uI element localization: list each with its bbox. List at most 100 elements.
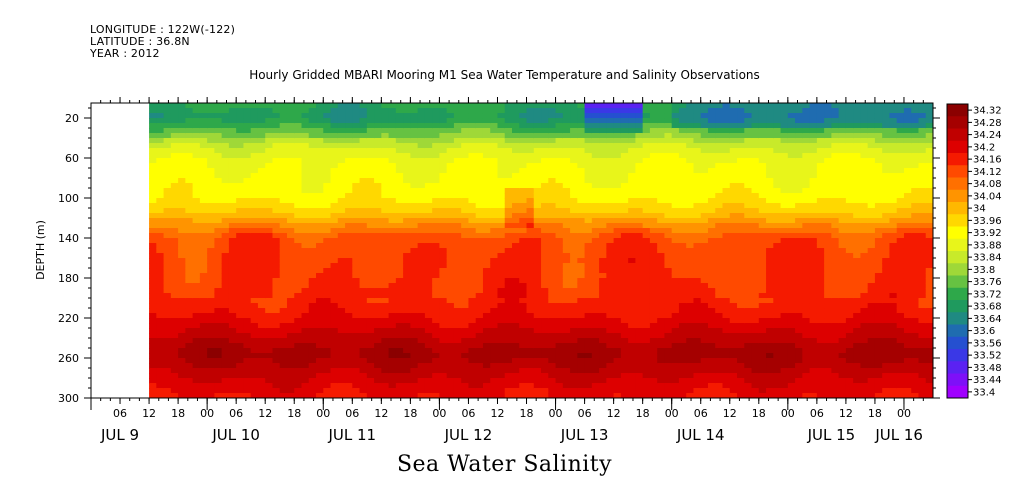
heatmap-cell [228,348,237,354]
heatmap-cell [279,128,288,134]
heatmap-cell [410,308,419,314]
heatmap-cell [570,183,578,189]
heatmap-cell [729,243,738,249]
heatmap-cell [606,383,615,389]
heatmap-cell [744,333,753,339]
heatmap-cell [700,113,709,119]
heatmap-cell [424,223,433,229]
heatmap-cell [265,268,274,274]
heatmap-cell [352,193,361,199]
heatmap-cell [374,343,382,349]
heatmap-cell [628,193,636,199]
heatmap-cell [584,213,593,219]
heatmap-cell [635,283,644,289]
heatmap-cell [272,118,281,124]
heatmap-cell [482,338,491,344]
heatmap-cell [337,338,346,344]
heatmap-cell [707,363,716,369]
heatmap-cell [686,153,695,159]
heatmap-cell [729,178,738,184]
heatmap-cell [366,258,375,264]
heatmap-cell [555,348,564,354]
heatmap-cell [613,208,622,214]
heatmap-cell [359,133,368,139]
heatmap-cell [591,183,600,189]
heatmap-cell [316,273,324,279]
heatmap-cell [758,188,767,194]
heatmap-cell [301,123,310,129]
heatmap-cell [635,108,644,114]
heatmap-cell [635,203,644,209]
heatmap-cell [722,313,731,319]
heatmap-cell [410,363,419,369]
heatmap-cell [548,328,557,334]
heatmap-cell [374,118,382,124]
heatmap-cell [432,383,441,389]
heatmap-cell [591,233,600,239]
heatmap-cell [257,348,266,354]
heatmap-cell [163,288,172,294]
heatmap-cell [228,128,237,134]
heatmap-cell [265,378,274,384]
heatmap-cell [533,358,542,364]
heatmap-cell [294,363,303,369]
heatmap-cell [228,188,237,194]
heatmap-cell [577,198,586,204]
heatmap-cell [301,213,310,219]
heatmap-cell [526,353,535,359]
heatmap-cell [410,208,419,214]
heatmap-cell [649,323,658,329]
heatmap-cell [410,373,419,379]
heatmap-cell [185,138,194,144]
heatmap-cell [526,248,535,254]
heatmap-cell [410,188,419,194]
heatmap-cell [570,178,578,184]
heatmap-cell [482,208,491,214]
heatmap-cell [265,263,274,269]
heatmap-cell [613,363,622,369]
heatmap-cell [533,113,542,119]
heatmap-cell [359,298,368,304]
heatmap-cell [686,183,695,189]
heatmap-cell [562,343,571,349]
heatmap-cell [606,388,615,394]
heatmap-cell [548,203,557,209]
heatmap-cell [207,183,215,189]
heatmap-cell [541,288,549,294]
heatmap-cell [613,248,622,254]
heatmap-cell [178,303,186,309]
heatmap-cell [657,288,666,294]
heatmap-cell [737,218,745,224]
heatmap-cell [461,348,470,354]
heatmap-cell [599,368,607,374]
heatmap-cell [330,193,339,199]
heatmap-cell [664,143,673,149]
heatmap-cell [657,188,666,194]
heatmap-cell [715,378,724,384]
heatmap-cell [649,123,658,129]
heatmap-cell [533,163,542,169]
heatmap-cell [700,328,709,334]
heatmap-cell [642,393,651,398]
heatmap-cell [323,318,332,324]
heatmap-cell [642,343,651,349]
heatmap-cell [512,208,520,214]
heatmap-cell [490,343,499,349]
heatmap-cell [707,168,716,174]
heatmap-cell [700,348,709,354]
heatmap-cell [199,388,208,394]
heatmap-cell [366,118,375,124]
heatmap-cell [446,378,455,384]
heatmap-cell [410,153,419,159]
heatmap-cell [250,348,259,354]
heatmap-cell [686,228,695,234]
heatmap-cell [170,343,179,349]
heatmap-cell [439,298,448,304]
heatmap-cell [475,333,484,339]
heatmap-cell [482,388,491,394]
heatmap-cell [439,258,448,264]
heatmap-cell [446,293,455,299]
heatmap-cell [366,103,375,109]
heatmap-cell [374,268,382,274]
heatmap-cell [149,103,157,109]
